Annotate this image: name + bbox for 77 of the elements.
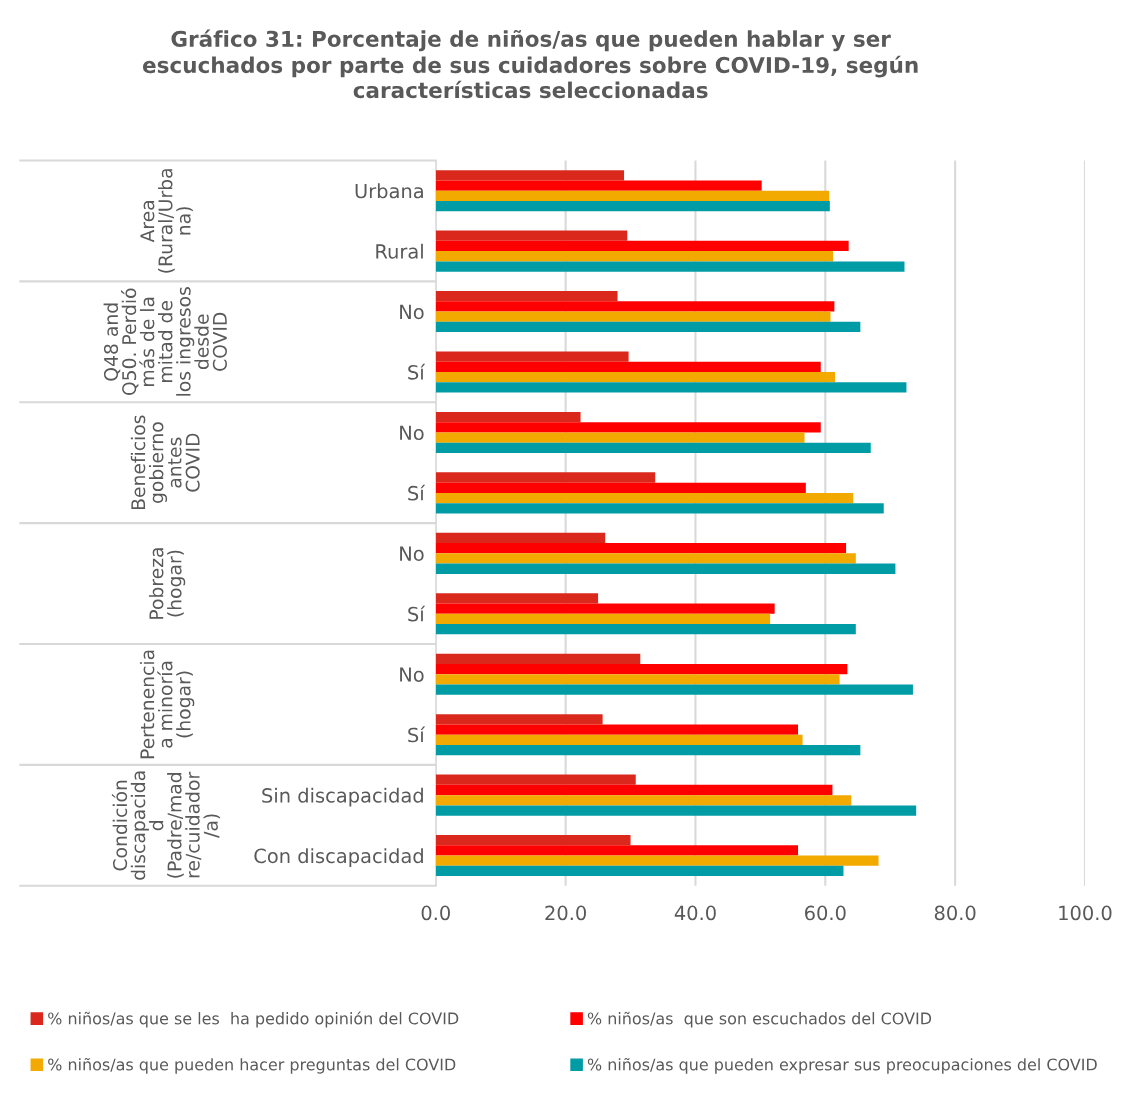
bar xyxy=(435,361,821,373)
chart-title: Gráfico 31: Porcentaje de niños/as que pueden hablar y ser escuchados por parte de sus cuidadores sobre COVID-19, según características seleccionadas xyxy=(142,29,918,99)
bar xyxy=(435,663,848,675)
bar xyxy=(435,784,833,796)
y-tick-label: Sin discapacidad xyxy=(262,787,423,807)
bar xyxy=(435,382,907,393)
bar xyxy=(435,805,917,816)
y-tick-label: No xyxy=(400,304,424,320)
y-tick-label: No xyxy=(400,667,424,682)
bar xyxy=(435,744,861,756)
bar xyxy=(435,251,834,262)
bar xyxy=(435,482,806,493)
bar xyxy=(435,200,830,212)
y-tick-label: Urbana xyxy=(355,183,423,199)
bar xyxy=(435,372,836,383)
bar xyxy=(435,855,879,866)
bar xyxy=(435,624,856,635)
bar xyxy=(435,240,849,252)
bar xyxy=(435,835,631,846)
bar xyxy=(435,170,625,181)
bar xyxy=(435,190,830,201)
bar xyxy=(435,563,896,574)
y-tick-label: Sí xyxy=(408,726,426,743)
bar xyxy=(435,593,599,604)
bar xyxy=(435,653,641,664)
legend-label: % niños/as que se les ha pedido opinión del COVID xyxy=(48,1011,459,1028)
y-tick-label: No xyxy=(400,546,424,562)
bar xyxy=(435,180,762,191)
bar xyxy=(435,321,861,333)
bar xyxy=(435,714,603,725)
bar xyxy=(435,684,913,695)
y-tick-label: Rural xyxy=(376,243,423,259)
bar xyxy=(435,724,799,735)
y-tick-label: Sí xyxy=(408,484,426,501)
bar xyxy=(435,432,805,443)
legend-label: % niños/as que pueden hacer preguntas del COVID xyxy=(48,1057,456,1074)
bar xyxy=(435,613,771,625)
legend-label: % niños/as que son escuchados del COVID xyxy=(587,1011,932,1028)
bar xyxy=(435,311,831,322)
bar xyxy=(435,865,844,877)
bar xyxy=(435,261,905,272)
bar xyxy=(435,472,656,483)
bar xyxy=(435,411,581,423)
bar xyxy=(435,734,803,745)
bar xyxy=(435,553,856,564)
bar xyxy=(435,603,775,614)
bar xyxy=(435,230,628,241)
text: Pertenencia a minoría (hogar) xyxy=(139,650,195,759)
y-tick-label: Sí xyxy=(408,363,426,380)
text: Area (Rural/Urba na) xyxy=(140,169,193,273)
text: Condición discapacida d (Padre/mad re/cuidador /a) xyxy=(111,771,221,880)
x-tick-label: 60.0 xyxy=(805,905,846,921)
text: Q48 and Q50. Perdió más de la mitad de los ingresos desde COVID xyxy=(103,287,227,396)
bar xyxy=(435,503,884,514)
x-tick-label: 20.0 xyxy=(545,905,586,921)
x-tick-label: 100.0 xyxy=(1059,905,1112,921)
bar xyxy=(435,674,840,685)
x-tick-label: 80.0 xyxy=(934,905,976,921)
bar xyxy=(435,422,821,433)
bar xyxy=(435,774,636,785)
bar xyxy=(435,291,618,302)
bar xyxy=(435,532,606,544)
y-tick-label: No xyxy=(400,425,424,441)
y-tick-label: Sí xyxy=(408,605,426,622)
x-tick-label: 40.0 xyxy=(674,905,716,921)
legend-label: % niños/as que pueden expresar sus preocupaciones del COVID xyxy=(587,1057,1097,1074)
bar xyxy=(435,301,835,312)
bar xyxy=(435,351,629,362)
bar xyxy=(435,543,847,554)
bar xyxy=(435,442,871,454)
bar xyxy=(435,845,799,856)
bar xyxy=(435,492,854,504)
x-tick-label: 0.0 xyxy=(421,905,450,921)
text: Pobreza (hogar) xyxy=(148,548,186,619)
text: Beneficios gobierno antes COVID xyxy=(130,415,200,510)
y-tick-label: Con discapacidad xyxy=(254,848,423,867)
bar xyxy=(435,795,852,806)
